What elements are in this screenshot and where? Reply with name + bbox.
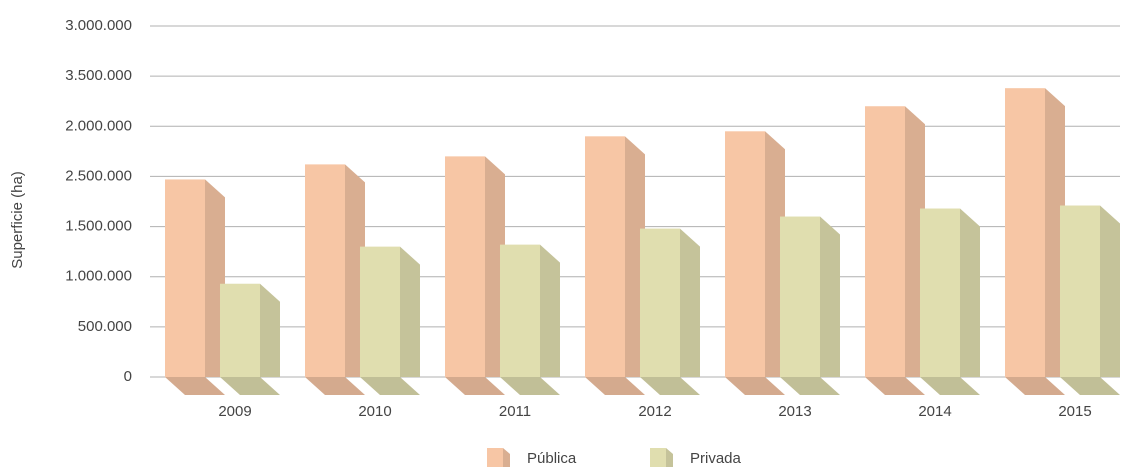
bar [500,244,540,377]
bar [445,156,485,377]
bar-side [540,244,560,377]
bar [585,136,625,377]
legend-swatch-side [503,448,510,467]
bar-floor [360,377,420,395]
bar-floor [220,377,280,395]
bar-floor [1005,377,1065,395]
bar-side [260,283,280,377]
bar-floor [305,377,365,395]
bar-floor [920,377,980,395]
bar-floor [865,377,925,395]
bar-floor [780,377,840,395]
y-tick-label: 500.000 [78,318,132,335]
bar-floor [500,377,560,395]
y-tick-label: 2.500.000 [65,167,132,184]
y-axis-label: Superficie (ha) [9,171,26,269]
bar-side [820,216,840,377]
legend-swatch-side [666,448,673,467]
y-tick-label: 1.000.000 [65,268,132,285]
legend-label: Pública [527,450,577,467]
x-tick-label: 2012 [638,403,671,420]
bar [1060,205,1100,377]
bar-side [680,228,700,377]
bar [1005,88,1045,378]
y-tick-label: 1.500.000 [65,218,132,235]
bar-floor [585,377,645,395]
legend-label: Privada [690,450,742,467]
bar-floor [640,377,700,395]
y-tick-label: 2.000.000 [65,117,132,134]
bar [725,131,765,377]
x-tick-label: 2011 [499,403,531,420]
legend-swatch [487,448,503,467]
x-tick-label: 2015 [1058,403,1091,420]
bar [780,216,820,377]
bar-floor [725,377,785,395]
bar [360,246,400,377]
x-tick-label: 2009 [218,403,251,420]
y-tick-label: 3.000.000 [65,17,132,34]
y-tick-label: 3.500.000 [65,67,132,84]
bar [220,283,260,377]
bar [920,208,960,377]
bar [865,106,905,377]
bar-side [400,246,420,377]
x-tick-label: 2014 [918,403,951,420]
y-tick-label: 0 [124,368,132,385]
x-tick-label: 2010 [358,403,391,420]
bar-floor [1060,377,1120,395]
bar [640,228,680,377]
bar-floor [445,377,505,395]
bar-side [960,208,980,377]
bar-side [1100,205,1120,377]
bar-floor [165,377,225,395]
x-tick-label: 2013 [778,403,811,420]
bar [305,164,345,377]
legend-swatch [650,448,666,467]
bar [165,179,205,377]
